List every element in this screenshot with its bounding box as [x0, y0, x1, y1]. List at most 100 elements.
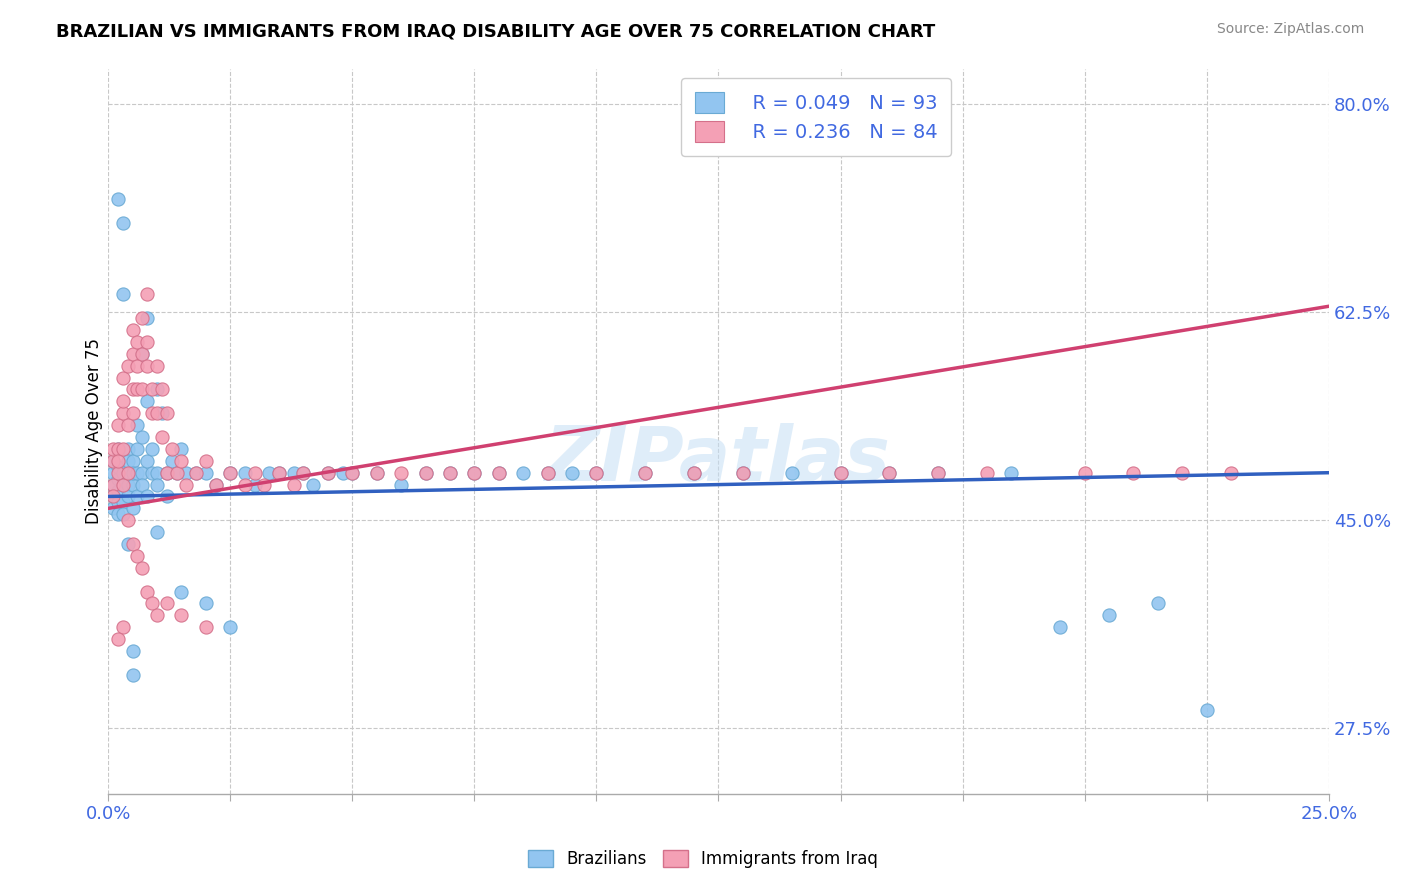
- Point: [219, 466, 242, 480]
- Point: [488, 466, 510, 480]
- Point: [107, 442, 129, 456]
- Point: [1171, 466, 1194, 480]
- Point: [131, 561, 153, 575]
- Point: [283, 466, 305, 480]
- Point: [136, 311, 159, 326]
- Point: [204, 477, 226, 491]
- Point: [342, 466, 364, 480]
- Point: [107, 495, 129, 509]
- Point: [146, 525, 169, 540]
- Point: [166, 466, 188, 480]
- Point: [463, 466, 485, 480]
- Point: [131, 430, 153, 444]
- Point: [634, 466, 657, 480]
- Point: [121, 477, 143, 491]
- Point: [127, 549, 149, 563]
- Point: [136, 287, 159, 301]
- Point: [121, 466, 143, 480]
- Point: [111, 442, 134, 456]
- Point: [1098, 608, 1121, 623]
- Point: [160, 454, 183, 468]
- Point: [107, 466, 129, 480]
- Point: [585, 466, 607, 480]
- Point: [141, 597, 163, 611]
- Point: [101, 466, 124, 480]
- Point: [111, 406, 134, 420]
- Point: [150, 430, 173, 444]
- Point: [1122, 466, 1144, 480]
- Point: [101, 442, 124, 456]
- Point: [136, 394, 159, 409]
- Point: [101, 454, 124, 468]
- Point: [117, 418, 139, 433]
- Point: [141, 442, 163, 456]
- Point: [156, 406, 179, 420]
- Point: [127, 334, 149, 349]
- Point: [146, 383, 169, 397]
- Point: [512, 466, 534, 480]
- Point: [415, 466, 437, 480]
- Point: [780, 466, 803, 480]
- Point: [127, 418, 149, 433]
- Point: [131, 347, 153, 361]
- Point: [131, 347, 153, 361]
- Point: [107, 483, 129, 498]
- Point: [332, 466, 354, 480]
- Y-axis label: Disability Age Over 75: Disability Age Over 75: [86, 338, 103, 524]
- Point: [150, 406, 173, 420]
- Point: [121, 454, 143, 468]
- Point: [683, 466, 706, 480]
- Point: [146, 477, 169, 491]
- Point: [463, 466, 485, 480]
- Point: [136, 584, 159, 599]
- Point: [101, 477, 124, 491]
- Point: [156, 597, 179, 611]
- Point: [166, 466, 188, 480]
- Point: [194, 466, 217, 480]
- Point: [150, 383, 173, 397]
- Point: [111, 477, 134, 491]
- Point: [292, 466, 315, 480]
- Text: ZIPatlas: ZIPatlas: [546, 423, 891, 497]
- Point: [121, 501, 143, 516]
- Point: [204, 477, 226, 491]
- Point: [184, 466, 207, 480]
- Point: [107, 192, 129, 206]
- Point: [731, 466, 754, 480]
- Point: [292, 466, 315, 480]
- Point: [146, 466, 169, 480]
- Point: [536, 466, 558, 480]
- Point: [879, 466, 901, 480]
- Point: [121, 347, 143, 361]
- Point: [366, 466, 388, 480]
- Point: [976, 466, 998, 480]
- Point: [121, 406, 143, 420]
- Point: [243, 477, 266, 491]
- Point: [439, 466, 461, 480]
- Point: [176, 466, 198, 480]
- Point: [117, 477, 139, 491]
- Point: [316, 466, 339, 480]
- Point: [111, 620, 134, 634]
- Point: [389, 477, 412, 491]
- Point: [136, 454, 159, 468]
- Point: [561, 466, 583, 480]
- Point: [121, 323, 143, 337]
- Point: [127, 490, 149, 504]
- Point: [683, 466, 706, 480]
- Point: [111, 370, 134, 384]
- Point: [141, 406, 163, 420]
- Point: [439, 466, 461, 480]
- Point: [136, 334, 159, 349]
- Point: [141, 466, 163, 480]
- Point: [302, 477, 325, 491]
- Point: [184, 466, 207, 480]
- Point: [107, 632, 129, 647]
- Point: [117, 490, 139, 504]
- Point: [170, 608, 193, 623]
- Point: [127, 359, 149, 373]
- Point: [156, 466, 179, 480]
- Point: [131, 383, 153, 397]
- Point: [1195, 703, 1218, 717]
- Legend:   R = 0.049   N = 93,   R = 0.236   N = 84: R = 0.049 N = 93, R = 0.236 N = 84: [682, 78, 950, 155]
